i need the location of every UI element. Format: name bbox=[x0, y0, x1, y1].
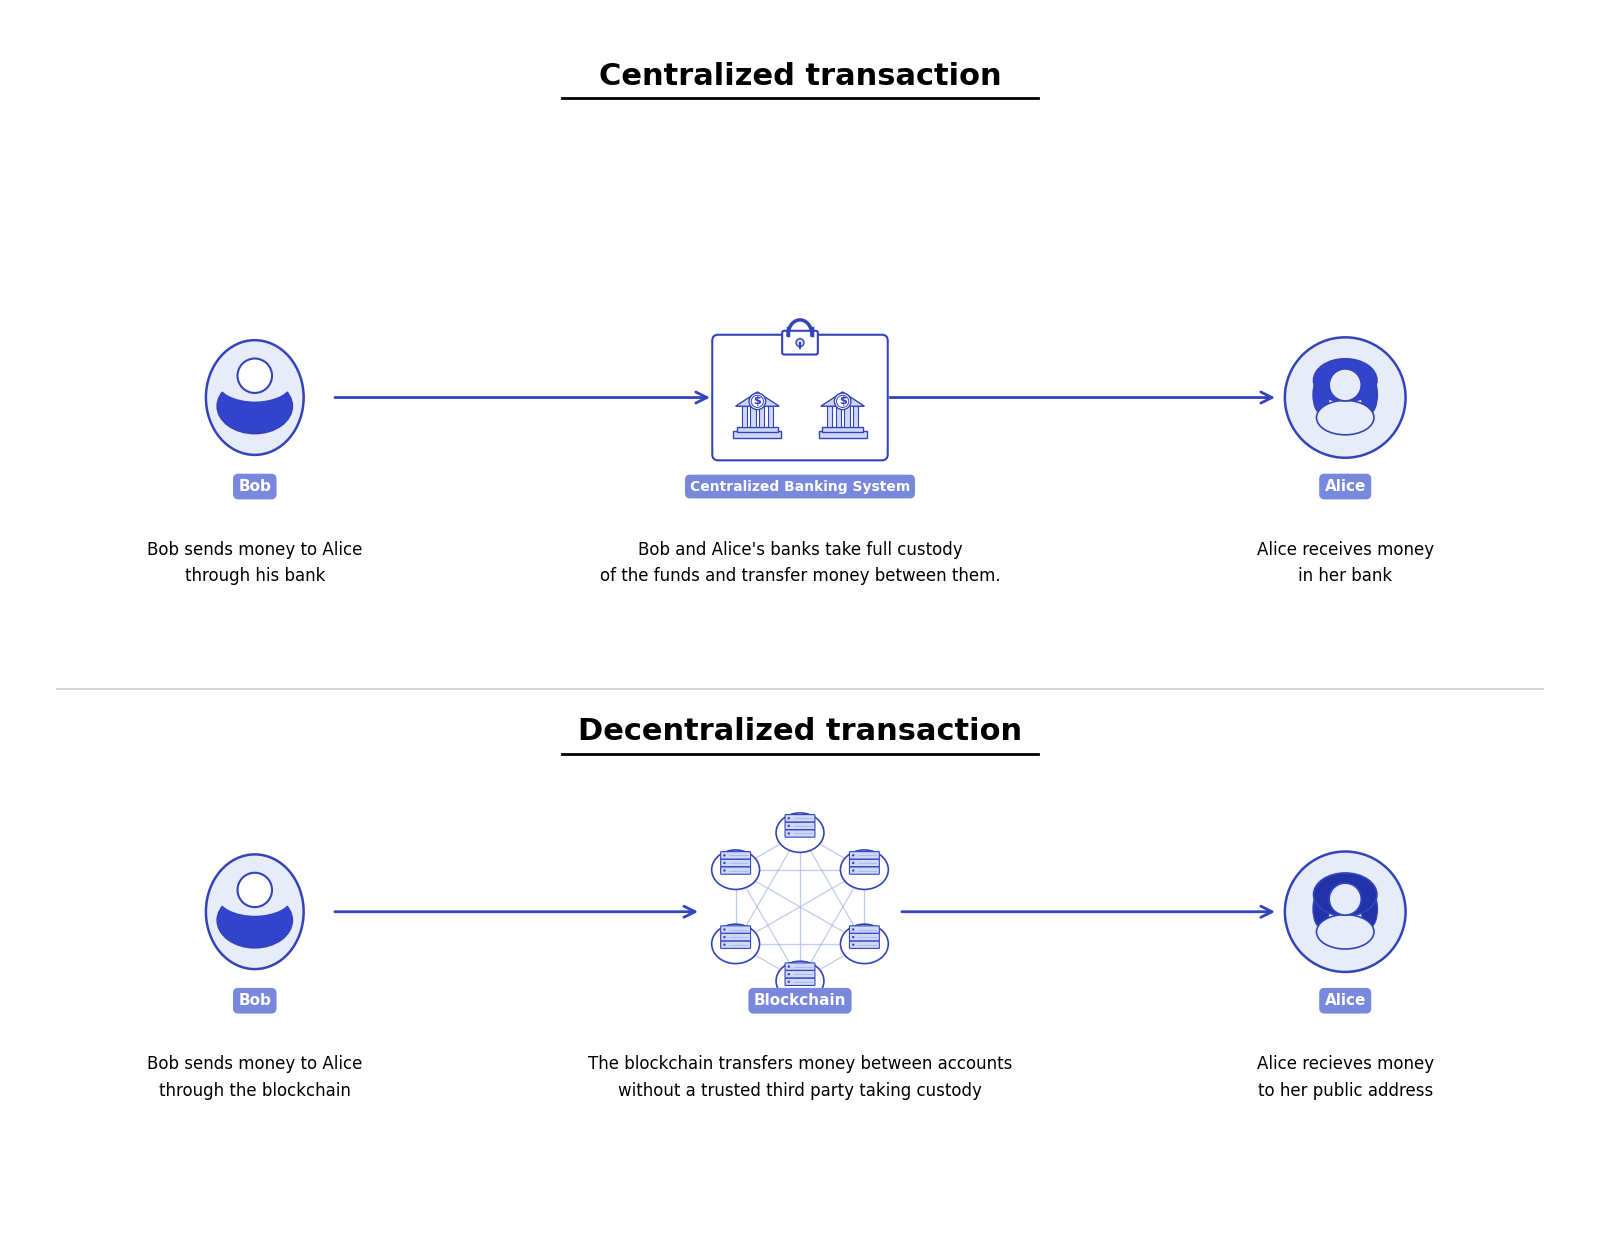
FancyBboxPatch shape bbox=[750, 406, 755, 427]
Text: $: $ bbox=[754, 396, 762, 406]
Text: The blockchain transfers money between accounts
without a trusted third party ta: The blockchain transfers money between a… bbox=[587, 1055, 1013, 1099]
Circle shape bbox=[723, 869, 726, 872]
Text: Centralized Banking System: Centralized Banking System bbox=[690, 479, 910, 493]
FancyBboxPatch shape bbox=[720, 867, 750, 874]
Ellipse shape bbox=[1362, 376, 1378, 413]
FancyBboxPatch shape bbox=[850, 926, 880, 934]
FancyBboxPatch shape bbox=[742, 406, 747, 427]
Circle shape bbox=[237, 359, 272, 393]
Ellipse shape bbox=[218, 361, 293, 402]
FancyBboxPatch shape bbox=[845, 406, 850, 427]
FancyBboxPatch shape bbox=[786, 979, 814, 986]
Ellipse shape bbox=[1317, 401, 1374, 435]
Circle shape bbox=[723, 944, 726, 946]
FancyBboxPatch shape bbox=[850, 867, 880, 874]
Circle shape bbox=[837, 395, 848, 407]
FancyBboxPatch shape bbox=[786, 822, 814, 829]
FancyBboxPatch shape bbox=[720, 941, 750, 949]
Text: Alice: Alice bbox=[1325, 994, 1366, 1008]
FancyBboxPatch shape bbox=[850, 934, 880, 941]
FancyBboxPatch shape bbox=[786, 962, 814, 970]
Ellipse shape bbox=[1314, 359, 1378, 402]
Circle shape bbox=[797, 339, 803, 346]
Circle shape bbox=[853, 936, 854, 939]
Circle shape bbox=[834, 393, 851, 410]
Ellipse shape bbox=[1314, 890, 1330, 928]
Ellipse shape bbox=[1362, 890, 1378, 928]
Circle shape bbox=[853, 854, 854, 857]
FancyBboxPatch shape bbox=[786, 971, 814, 977]
Polygon shape bbox=[736, 392, 779, 406]
Ellipse shape bbox=[218, 875, 293, 916]
Circle shape bbox=[787, 981, 790, 984]
FancyBboxPatch shape bbox=[786, 829, 814, 837]
Text: $: $ bbox=[838, 396, 846, 406]
Circle shape bbox=[752, 395, 763, 407]
FancyBboxPatch shape bbox=[768, 406, 773, 427]
Text: Decentralized transaction: Decentralized transaction bbox=[578, 717, 1022, 746]
Circle shape bbox=[1330, 369, 1362, 401]
Polygon shape bbox=[821, 392, 864, 406]
Circle shape bbox=[1285, 852, 1405, 972]
Ellipse shape bbox=[840, 924, 888, 964]
Circle shape bbox=[853, 944, 854, 946]
Circle shape bbox=[853, 862, 854, 864]
Ellipse shape bbox=[712, 850, 760, 889]
Circle shape bbox=[853, 929, 854, 931]
FancyBboxPatch shape bbox=[720, 934, 750, 941]
FancyBboxPatch shape bbox=[758, 406, 765, 427]
Ellipse shape bbox=[1314, 376, 1330, 413]
FancyBboxPatch shape bbox=[782, 331, 818, 355]
Ellipse shape bbox=[218, 378, 293, 433]
FancyBboxPatch shape bbox=[712, 335, 888, 461]
Text: Blockchain: Blockchain bbox=[754, 994, 846, 1008]
FancyBboxPatch shape bbox=[853, 406, 858, 427]
Text: Alice: Alice bbox=[1325, 479, 1366, 494]
Ellipse shape bbox=[1317, 915, 1374, 949]
Ellipse shape bbox=[218, 893, 293, 947]
Text: Bob sends money to Alice
through the blockchain: Bob sends money to Alice through the blo… bbox=[147, 1055, 363, 1099]
Text: Bob: Bob bbox=[238, 994, 272, 1008]
FancyBboxPatch shape bbox=[835, 406, 842, 427]
FancyBboxPatch shape bbox=[850, 941, 880, 949]
Text: Bob: Bob bbox=[238, 479, 272, 494]
Ellipse shape bbox=[712, 924, 760, 964]
FancyBboxPatch shape bbox=[819, 432, 867, 438]
Circle shape bbox=[749, 393, 766, 410]
Ellipse shape bbox=[840, 850, 888, 889]
Circle shape bbox=[237, 873, 272, 908]
Text: Alice receives money
in her bank: Alice receives money in her bank bbox=[1256, 540, 1434, 585]
Circle shape bbox=[787, 974, 790, 975]
Ellipse shape bbox=[206, 340, 304, 454]
FancyBboxPatch shape bbox=[736, 427, 778, 432]
Circle shape bbox=[1285, 337, 1405, 458]
Circle shape bbox=[1330, 883, 1362, 915]
Text: Bob and Alice's banks take full custody
of the funds and transfer money between : Bob and Alice's banks take full custody … bbox=[600, 540, 1000, 585]
Ellipse shape bbox=[206, 854, 304, 969]
Ellipse shape bbox=[776, 813, 824, 853]
FancyBboxPatch shape bbox=[850, 852, 880, 859]
FancyBboxPatch shape bbox=[720, 852, 750, 859]
FancyBboxPatch shape bbox=[850, 859, 880, 867]
Circle shape bbox=[787, 965, 790, 967]
FancyBboxPatch shape bbox=[822, 427, 864, 432]
Circle shape bbox=[723, 862, 726, 864]
Ellipse shape bbox=[1314, 873, 1378, 916]
Circle shape bbox=[723, 854, 726, 857]
FancyBboxPatch shape bbox=[786, 814, 814, 822]
Ellipse shape bbox=[776, 961, 824, 1001]
Text: Alice recieves money
to her public address: Alice recieves money to her public addre… bbox=[1256, 1055, 1434, 1099]
FancyBboxPatch shape bbox=[733, 432, 781, 438]
Circle shape bbox=[723, 929, 726, 931]
FancyBboxPatch shape bbox=[720, 926, 750, 934]
Circle shape bbox=[787, 817, 790, 819]
Circle shape bbox=[723, 936, 726, 939]
Circle shape bbox=[853, 869, 854, 872]
Circle shape bbox=[787, 824, 790, 827]
Text: Bob sends money to Alice
through his bank: Bob sends money to Alice through his ban… bbox=[147, 540, 363, 585]
Circle shape bbox=[787, 832, 790, 834]
FancyBboxPatch shape bbox=[827, 406, 832, 427]
Text: Centralized transaction: Centralized transaction bbox=[598, 62, 1002, 91]
FancyBboxPatch shape bbox=[720, 859, 750, 867]
